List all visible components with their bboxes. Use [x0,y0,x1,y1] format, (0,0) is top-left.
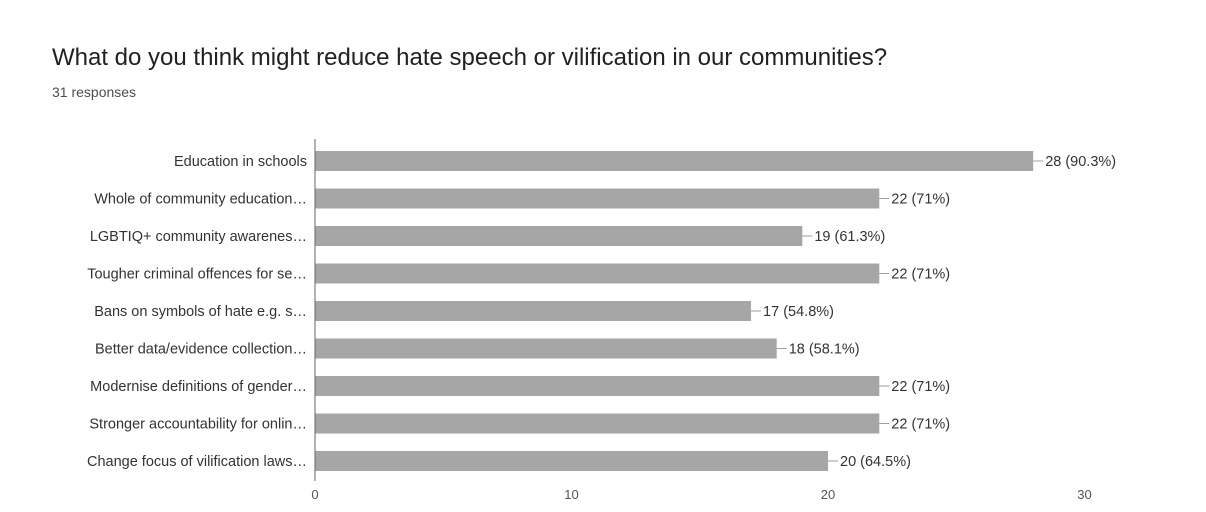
bar [315,451,828,471]
data-label: 18 (58.1%) [789,342,860,358]
category-label: Education in schools [174,154,307,170]
category-label: Modernise definitions of gender… [90,379,307,395]
category-label: Tougher criminal offences for se… [87,267,307,283]
data-label: 22 (71%) [891,379,950,395]
bar [315,189,879,209]
data-label: 22 (71%) [891,192,950,208]
category-label: Change focus of vilification laws… [87,454,307,470]
bar [315,226,802,246]
x-tick-label: 10 [564,487,578,502]
category-label: Whole of community education… [94,192,307,208]
category-label: Bans on symbols of hate e.g. s… [94,304,307,320]
category-label: LGBTIQ+ community awarenes… [90,229,307,245]
data-label: 19 (61.3%) [814,229,885,245]
bar [315,264,879,284]
bar [315,339,777,359]
data-label: 28 (90.3%) [1045,154,1116,170]
x-tick-label: 0 [311,487,318,502]
category-label: Better data/evidence collection… [95,342,307,358]
data-label: 17 (54.8%) [763,304,834,320]
bar [315,301,751,321]
data-label: 22 (71%) [891,417,950,433]
bar [315,376,879,396]
x-tick-label: 30 [1077,487,1091,502]
category-label: Stronger accountability for onlin… [89,417,307,433]
data-label: 22 (71%) [891,267,950,283]
data-label: 20 (64.5%) [840,454,911,470]
bar [315,414,879,434]
x-tick-label: 20 [821,487,835,502]
bar [315,151,1033,171]
